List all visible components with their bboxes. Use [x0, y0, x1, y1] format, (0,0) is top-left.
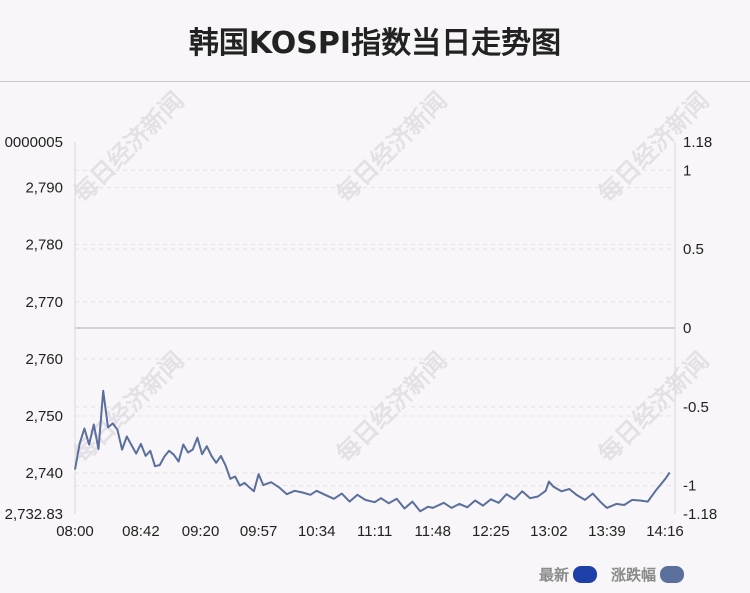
y-tick-label-left: 2,760: [25, 351, 63, 368]
x-tick-label: 08:00: [56, 523, 94, 540]
x-tick-label: 14:16: [646, 523, 684, 540]
y-tick-label-left: 2,790: [25, 180, 63, 197]
y-tick-label-left: 2,740: [25, 465, 63, 482]
legend-label-latest: 最新: [538, 566, 569, 584]
y-tick-label-left: 0000005: [5, 134, 63, 151]
y-tick-label-right: -1.18: [683, 506, 717, 523]
legend-swatch-change: [660, 566, 684, 583]
x-tick-label: 11:48: [415, 523, 451, 540]
title-divider: [0, 81, 750, 82]
y-tick-label-right: -0.5: [683, 399, 709, 416]
y-tick-label-right: -1: [683, 478, 696, 495]
legend-item-latest[interactable]: 最新: [539, 564, 597, 585]
legend-item-change[interactable]: 涨跌幅: [611, 564, 684, 585]
y-tick-label-left: 2,750: [25, 408, 63, 425]
y-tick-label-left: 2,780: [25, 237, 63, 254]
x-tick-label: 11:11: [357, 523, 392, 540]
x-tick-label: 09:20: [182, 523, 220, 540]
x-tick-label: 12:25: [472, 523, 510, 540]
x-tick-label: 13:02: [530, 523, 568, 540]
x-tick-label: 09:57: [240, 523, 278, 540]
y-tick-label-left: 2,732.83: [5, 506, 63, 523]
x-tick-label: 08:42: [122, 523, 160, 540]
x-tick-label: 13:39: [588, 523, 626, 540]
legend-swatch-latest: [572, 566, 597, 583]
chart-legend: 最新 涨跌幅: [525, 564, 684, 585]
chart-title: 韩国KOSPI指数当日走势图: [188, 26, 562, 61]
y-tick-label-right: 1: [683, 162, 691, 179]
legend-label-change: 涨跌幅: [610, 566, 656, 584]
y-tick-label-right: 1.18: [683, 134, 712, 151]
y-tick-label-left: 2,770: [25, 294, 63, 311]
y-tick-label-right: 0.5: [683, 241, 704, 258]
y-tick-label-right: 0: [683, 320, 691, 337]
x-tick-label: 10:34: [298, 523, 336, 540]
series-line: [74, 389, 671, 513]
